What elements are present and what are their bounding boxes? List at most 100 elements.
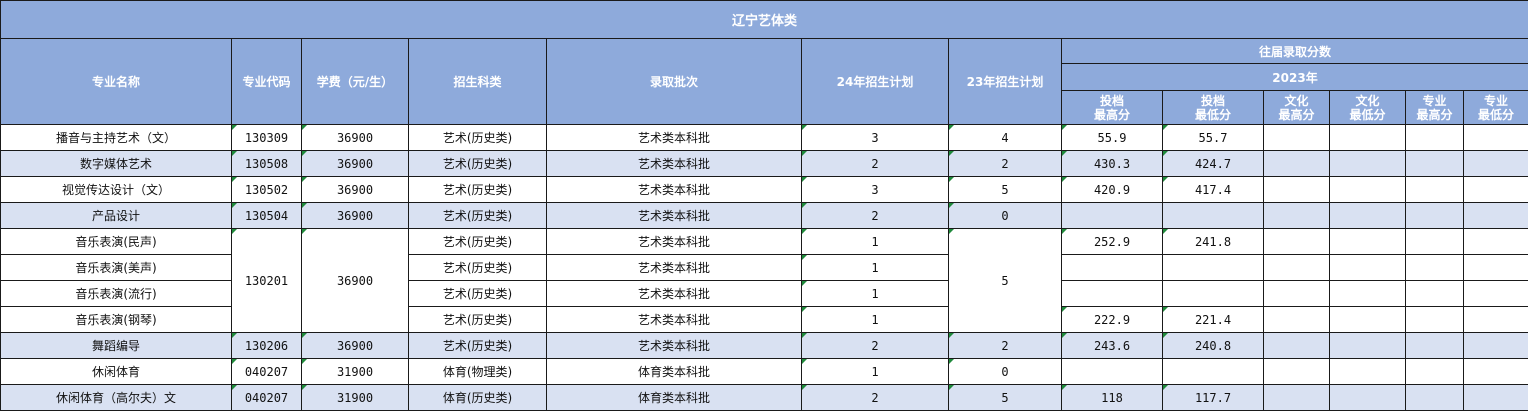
cell-plan24[interactable]: 2	[802, 151, 949, 177]
cell-category[interactable]: 艺术(历史类)	[409, 333, 547, 359]
cell-score[interactable]	[1163, 359, 1264, 385]
cell-name[interactable]: 播音与主持艺术（文）	[1, 125, 232, 151]
cell-score[interactable]: 430.3	[1062, 151, 1163, 177]
cell-name[interactable]: 休闲体育	[1, 359, 232, 385]
cell-fee[interactable]: 36900	[302, 125, 409, 151]
cell-name[interactable]: 音乐表演(流行)	[1, 281, 232, 307]
cell-code[interactable]: 130206	[232, 333, 302, 359]
cell-score[interactable]	[1264, 229, 1330, 255]
cell-score[interactable]	[1464, 281, 1528, 307]
cell-score[interactable]	[1264, 151, 1330, 177]
cell-plan23[interactable]: 2	[949, 333, 1062, 359]
cell-category[interactable]: 艺术(历史类)	[409, 203, 547, 229]
cell-batch[interactable]: 艺术类本科批	[547, 151, 802, 177]
cell-score[interactable]	[1464, 385, 1528, 411]
cell-plan24[interactable]: 1	[802, 229, 949, 255]
cell-score[interactable]	[1330, 151, 1406, 177]
cell-plan24[interactable]: 2	[802, 385, 949, 411]
cell-score[interactable]	[1464, 333, 1528, 359]
cell-score[interactable]	[1163, 281, 1264, 307]
cell-fee[interactable]: 36900	[302, 333, 409, 359]
cell-category[interactable]: 艺术(历史类)	[409, 229, 547, 255]
cell-score[interactable]: 417.4	[1163, 177, 1264, 203]
cell-score[interactable]	[1330, 359, 1406, 385]
cell-score[interactable]	[1163, 203, 1264, 229]
cell-score[interactable]	[1264, 177, 1330, 203]
cell-code[interactable]: 130504	[232, 203, 302, 229]
cell-batch[interactable]: 艺术类本科批	[547, 255, 802, 281]
cell-score[interactable]	[1264, 333, 1330, 359]
cell-score[interactable]	[1464, 203, 1528, 229]
cell-score[interactable]	[1406, 255, 1464, 281]
cell-batch[interactable]: 体育类本科批	[547, 359, 802, 385]
cell-score[interactable]: 55.7	[1163, 125, 1264, 151]
cell-code[interactable]: 040207	[232, 385, 302, 411]
cell-score[interactable]	[1464, 151, 1528, 177]
cell-score[interactable]	[1406, 359, 1464, 385]
cell-category[interactable]: 体育(历史类)	[409, 385, 547, 411]
cell-plan23[interactable]: 0	[949, 359, 1062, 385]
cell-fee[interactable]: 36900	[302, 177, 409, 203]
cell-score[interactable]: 420.9	[1062, 177, 1163, 203]
cell-name[interactable]: 视觉传达设计（文）	[1, 177, 232, 203]
cell-plan24[interactable]: 1	[802, 359, 949, 385]
cell-score[interactable]	[1330, 229, 1406, 255]
cell-score[interactable]: 221.4	[1163, 307, 1264, 333]
cell-plan23[interactable]: 2	[949, 151, 1062, 177]
cell-score[interactable]: 222.9	[1062, 307, 1163, 333]
cell-category[interactable]: 艺术(历史类)	[409, 281, 547, 307]
cell-score[interactable]	[1330, 125, 1406, 151]
cell-score[interactable]: 117.7	[1163, 385, 1264, 411]
cell-plan23[interactable]: 5	[949, 177, 1062, 203]
cell-score[interactable]	[1330, 177, 1406, 203]
cell-batch[interactable]: 艺术类本科批	[547, 307, 802, 333]
cell-code[interactable]: 130508	[232, 151, 302, 177]
cell-score[interactable]	[1330, 307, 1406, 333]
cell-score[interactable]: 252.9	[1062, 229, 1163, 255]
cell-score[interactable]	[1464, 125, 1528, 151]
cell-score[interactable]	[1330, 333, 1406, 359]
cell-score[interactable]	[1264, 385, 1330, 411]
cell-score[interactable]	[1406, 229, 1464, 255]
cell-name[interactable]: 音乐表演(钢琴)	[1, 307, 232, 333]
cell-plan23[interactable]: 5	[949, 229, 1062, 333]
cell-batch[interactable]: 艺术类本科批	[547, 125, 802, 151]
cell-name[interactable]: 数字媒体艺术	[1, 151, 232, 177]
cell-plan24[interactable]: 3	[802, 125, 949, 151]
cell-score[interactable]	[1464, 255, 1528, 281]
cell-score[interactable]	[1406, 333, 1464, 359]
cell-score[interactable]: 243.6	[1062, 333, 1163, 359]
cell-score[interactable]	[1406, 151, 1464, 177]
cell-score[interactable]	[1406, 281, 1464, 307]
cell-score[interactable]	[1264, 125, 1330, 151]
cell-score[interactable]	[1264, 281, 1330, 307]
cell-plan24[interactable]: 1	[802, 281, 949, 307]
cell-score[interactable]	[1264, 359, 1330, 385]
cell-batch[interactable]: 艺术类本科批	[547, 229, 802, 255]
cell-score[interactable]	[1464, 359, 1528, 385]
cell-score[interactable]	[1062, 203, 1163, 229]
cell-name[interactable]: 产品设计	[1, 203, 232, 229]
cell-fee[interactable]: 31900	[302, 359, 409, 385]
cell-score[interactable]: 55.9	[1062, 125, 1163, 151]
cell-score[interactable]	[1330, 281, 1406, 307]
cell-score[interactable]	[1464, 177, 1528, 203]
cell-category[interactable]: 艺术(历史类)	[409, 151, 547, 177]
cell-score[interactable]	[1264, 255, 1330, 281]
cell-score[interactable]	[1163, 255, 1264, 281]
cell-fee[interactable]: 31900	[302, 385, 409, 411]
cell-batch[interactable]: 艺术类本科批	[547, 281, 802, 307]
cell-batch[interactable]: 体育类本科批	[547, 385, 802, 411]
cell-score[interactable]: 240.8	[1163, 333, 1264, 359]
cell-score[interactable]	[1406, 177, 1464, 203]
cell-category[interactable]: 艺术(历史类)	[409, 125, 547, 151]
cell-score[interactable]	[1406, 307, 1464, 333]
cell-name[interactable]: 音乐表演(民声)	[1, 229, 232, 255]
cell-score[interactable]	[1264, 307, 1330, 333]
cell-plan23[interactable]: 5	[949, 385, 1062, 411]
cell-category[interactable]: 艺术(历史类)	[409, 255, 547, 281]
cell-score[interactable]	[1330, 385, 1406, 411]
cell-plan24[interactable]: 1	[802, 307, 949, 333]
cell-category[interactable]: 艺术(历史类)	[409, 177, 547, 203]
cell-score[interactable]: 118	[1062, 385, 1163, 411]
